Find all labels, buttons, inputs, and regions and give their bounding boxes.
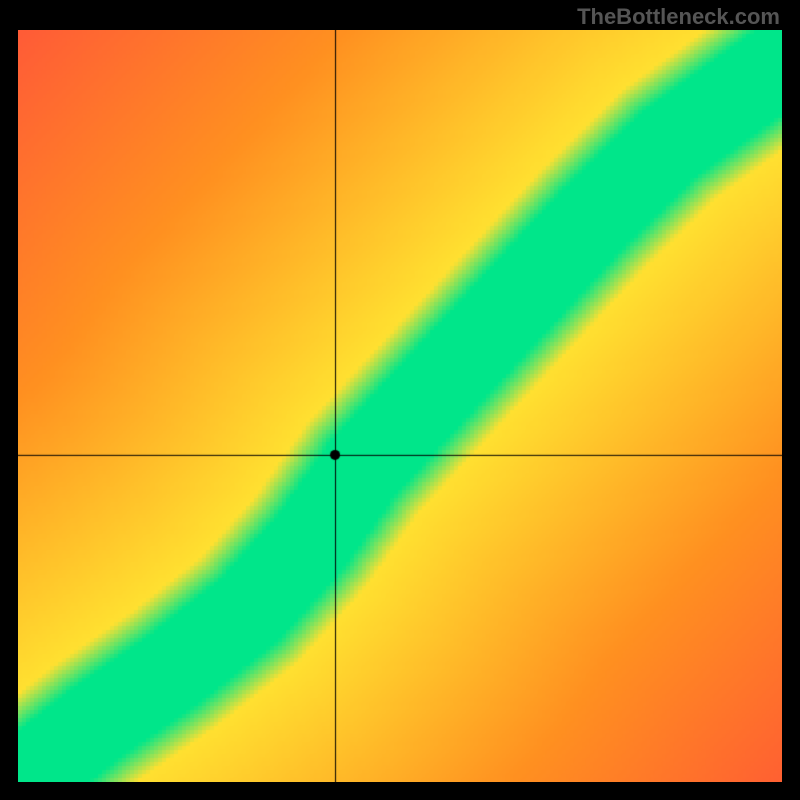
plot-area (18, 30, 782, 782)
watermark-text: TheBottleneck.com (577, 4, 780, 30)
heatmap-canvas (18, 30, 782, 782)
chart-container: TheBottleneck.com (0, 0, 800, 800)
